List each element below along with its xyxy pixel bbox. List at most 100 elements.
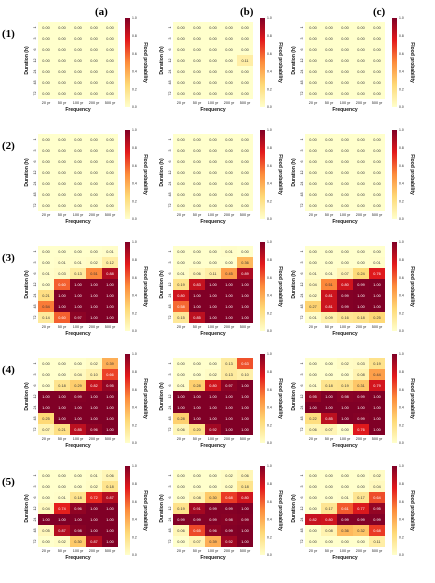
panel-1c-cell-label: 0.00	[309, 37, 316, 41]
panel-4c-cell	[337, 413, 353, 424]
panel-5a-cell-label: 0.72	[90, 496, 97, 500]
panel-1b-cell-label: 0.00	[225, 37, 232, 41]
panel-4a-cell	[54, 369, 70, 380]
panel-1b-cell	[221, 22, 237, 33]
panel-2b-cell	[237, 200, 253, 211]
panel-4a-cell-label: 0.00	[42, 373, 49, 377]
panel-5c-cell-label: 0.00	[325, 540, 332, 544]
panel-4a-colorbar-tick: 0.2	[132, 423, 137, 427]
panel-2a-cell	[54, 189, 70, 200]
panel-1b-xtick: 50 yr	[193, 101, 202, 105]
panel-2b-cell-label: 0.00	[193, 204, 200, 208]
panel-4b-ytick: 1	[168, 363, 172, 365]
panel-4b-cell-label: 0.10	[241, 373, 248, 377]
panel-2c-cell	[337, 134, 353, 145]
panel-3b-cell	[237, 312, 253, 323]
panel-3a-cell-label: 0.00	[74, 250, 81, 254]
panel-3b-cell-label: 0.58	[177, 305, 184, 309]
panel-3c-colorbar-tick: 1.0	[399, 240, 404, 244]
panel-3c-cell	[337, 312, 353, 323]
panel-1b-cell-label: 0.00	[193, 59, 200, 63]
panel-1c-cell-label: 0.00	[357, 37, 364, 41]
panel-3a-cell	[54, 246, 70, 257]
panel-3c-cell	[321, 312, 337, 323]
panel-3a-cell-label: 0.01	[58, 261, 65, 265]
panel-5b-xtick: 500 yr	[240, 549, 251, 553]
panel-5b-ytick: 12	[168, 507, 172, 511]
panel-2a-cell	[102, 189, 118, 200]
panel-5c-colorbar-tick: 0.0	[399, 553, 404, 557]
panel-2a-cell	[70, 178, 86, 189]
panel-2b-cell-label: 0.00	[225, 149, 232, 153]
panel-2b-cell	[189, 145, 205, 156]
panel-2b-colorbar-tick: 0.6	[267, 164, 272, 168]
panel-3a-cell	[54, 279, 70, 290]
panel-2c-cell-label: 0.00	[325, 149, 332, 153]
panel-3a-cell	[38, 257, 54, 268]
panel-5b-cell-label: 0.99	[177, 518, 184, 522]
panel-5a-cell-label: 0.04	[42, 507, 49, 511]
panel-1a-cell	[86, 22, 102, 33]
panel-4a-cell	[70, 358, 86, 369]
panel-1c-cell-label: 0.00	[325, 26, 332, 30]
panel-2c-ylabel: Duration (h)	[291, 158, 297, 187]
panel-5a-cell	[102, 525, 118, 536]
panel-2b-cell-label: 0.00	[193, 138, 200, 142]
panel-4b-cell	[173, 380, 189, 391]
panel-4a-cell-label: 0.25	[42, 417, 49, 421]
panel-1a-xtick: 50 yr	[58, 101, 67, 105]
panel-4a-cell	[102, 402, 118, 413]
panel-3b-cell	[221, 257, 237, 268]
panel-4b-cell	[173, 424, 189, 435]
panel-5b-cell	[173, 514, 189, 525]
panel-3b-cell-label: 1.00	[241, 316, 248, 320]
panel-5c-cell-label: 0.00	[325, 496, 332, 500]
panel-4b-cell-label: 1.00	[177, 395, 184, 399]
panel-5a-cell-label: 1.00	[106, 518, 113, 522]
panel-4a-cell-label: 0.18	[58, 384, 65, 388]
panel-3c-cell-label: 1.00	[373, 283, 380, 287]
panel-3c-cell-label: 0.99	[341, 305, 348, 309]
panel-2c-cell	[353, 156, 369, 167]
panel-4b-cell	[237, 413, 253, 424]
panel-3c-xtick: 100 yr	[340, 325, 351, 329]
panel-2a-ytick: 1	[33, 139, 37, 141]
panel-4c-cell-label: 0.02	[341, 362, 348, 366]
panel-2c-colorbar-label: Flood probability	[409, 154, 415, 195]
panel-5b-cell-label: 0.96	[209, 529, 216, 533]
panel-3b-cell	[205, 312, 221, 323]
panel-1b-colorbar-tick: 0.4	[267, 70, 272, 74]
panel-5a-cell-label: 0.01	[58, 496, 65, 500]
panel-2a-colorbar-tick: 1.0	[132, 128, 137, 132]
panel-2b-cell	[221, 134, 237, 145]
panel-5a-colorbar-tick: 0.6	[132, 500, 137, 504]
panel-1c-cell-label: 0.00	[325, 70, 332, 74]
panel-2a-cell	[70, 189, 86, 200]
panel-1c-ytick: 12	[300, 59, 304, 63]
panel-5b-cell-label: 0.00	[209, 485, 216, 489]
panel-5b-xtick: 50 yr	[193, 549, 202, 553]
panel-4b-cell	[237, 424, 253, 435]
panel-4c-cell	[337, 369, 353, 380]
panel-1b-cell-label: 0.00	[225, 70, 232, 74]
panel-2a-cell	[70, 167, 86, 178]
panel-1c-colorbar-tick: 1.0	[399, 16, 404, 20]
panel-1a-cell	[38, 44, 54, 55]
panel-1a-cell	[102, 44, 118, 55]
panel-4a-cell-label: 1.00	[58, 406, 65, 410]
panel-2a-cell-label: 0.00	[42, 182, 49, 186]
panel-4c-cell-label: 0.00	[325, 362, 332, 366]
panel-5c-cell	[369, 536, 385, 547]
panel-2a-cell-label: 0.00	[42, 138, 49, 142]
panel-5a-xtick: 500 yr	[105, 549, 116, 553]
panel-5a-cell	[86, 525, 102, 536]
panel-2b-cell	[189, 189, 205, 200]
panel-1b-ytick: 24	[168, 70, 172, 74]
panel-1a-cell-label: 0.00	[58, 92, 65, 96]
panel-5c-cell-label: 0.99	[341, 518, 348, 522]
panel-3a-cell-label: 0.51	[90, 272, 97, 276]
panel-1a-cell-label: 0.00	[58, 26, 65, 30]
panel-3a-cell-label: 0.54	[42, 305, 49, 309]
panel-1c-cell-label: 0.00	[373, 81, 380, 85]
panel-3a-ytick: 3	[33, 262, 37, 264]
